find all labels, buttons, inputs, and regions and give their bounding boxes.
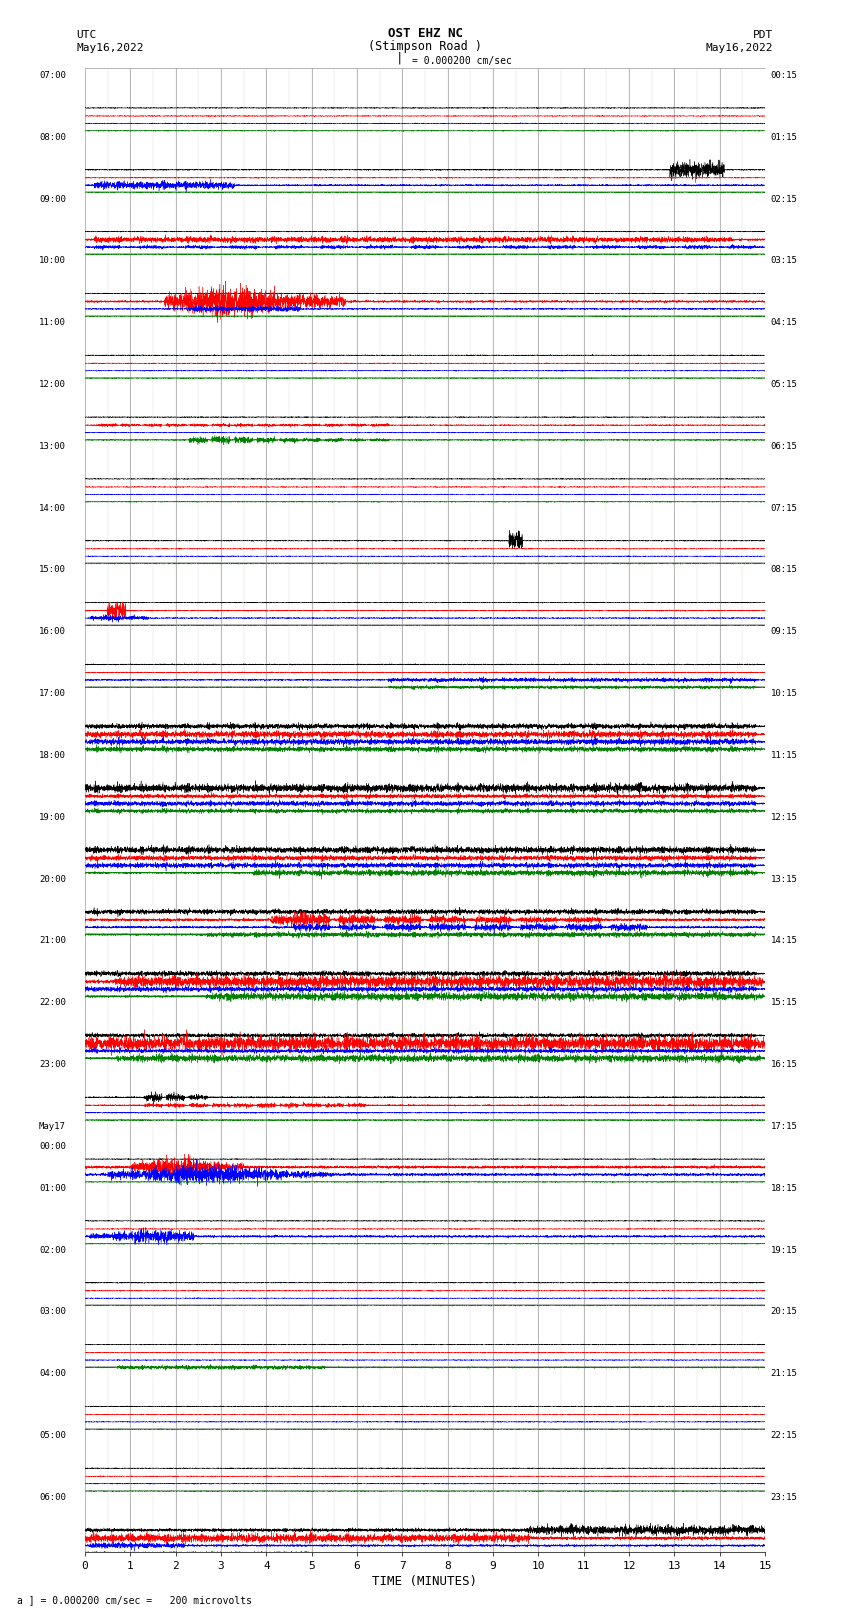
Text: 01:15: 01:15 — [770, 132, 797, 142]
Text: 00:00: 00:00 — [39, 1142, 66, 1152]
Text: 15:15: 15:15 — [770, 998, 797, 1007]
Text: 21:15: 21:15 — [770, 1369, 797, 1378]
Text: 23:15: 23:15 — [770, 1494, 797, 1502]
Text: 13:15: 13:15 — [770, 874, 797, 884]
Text: 14:15: 14:15 — [770, 937, 797, 945]
Text: UTC: UTC — [76, 31, 97, 40]
Text: 19:15: 19:15 — [770, 1245, 797, 1255]
Text: 18:15: 18:15 — [770, 1184, 797, 1192]
Text: 16:00: 16:00 — [39, 627, 66, 636]
Text: 08:00: 08:00 — [39, 132, 66, 142]
Text: 02:00: 02:00 — [39, 1245, 66, 1255]
Text: 08:15: 08:15 — [770, 566, 797, 574]
Text: 19:00: 19:00 — [39, 813, 66, 821]
Text: 16:15: 16:15 — [770, 1060, 797, 1069]
Text: 11:15: 11:15 — [770, 752, 797, 760]
Text: May16,2022: May16,2022 — [706, 44, 774, 53]
Text: 17:00: 17:00 — [39, 689, 66, 698]
Text: 01:00: 01:00 — [39, 1184, 66, 1192]
Text: 10:00: 10:00 — [39, 256, 66, 265]
Text: 09:00: 09:00 — [39, 195, 66, 203]
Text: 02:15: 02:15 — [770, 195, 797, 203]
Text: 06:00: 06:00 — [39, 1494, 66, 1502]
Text: 04:00: 04:00 — [39, 1369, 66, 1378]
Text: 22:00: 22:00 — [39, 998, 66, 1007]
Text: 12:15: 12:15 — [770, 813, 797, 821]
Text: 05:00: 05:00 — [39, 1431, 66, 1440]
X-axis label: TIME (MINUTES): TIME (MINUTES) — [372, 1574, 478, 1587]
Text: 20:15: 20:15 — [770, 1308, 797, 1316]
Text: 09:15: 09:15 — [770, 627, 797, 636]
Text: 21:00: 21:00 — [39, 937, 66, 945]
Text: 20:00: 20:00 — [39, 874, 66, 884]
Text: a ] = 0.000200 cm/sec =   200 microvolts: a ] = 0.000200 cm/sec = 200 microvolts — [17, 1595, 252, 1605]
Text: 23:00: 23:00 — [39, 1060, 66, 1069]
Text: PDT: PDT — [753, 31, 774, 40]
Text: 03:15: 03:15 — [770, 256, 797, 265]
Text: 17:15: 17:15 — [770, 1123, 797, 1131]
Text: 05:15: 05:15 — [770, 381, 797, 389]
Text: 12:00: 12:00 — [39, 381, 66, 389]
Text: 14:00: 14:00 — [39, 503, 66, 513]
Text: 03:00: 03:00 — [39, 1308, 66, 1316]
Text: May17: May17 — [39, 1123, 66, 1131]
Text: 07:00: 07:00 — [39, 71, 66, 79]
Text: 13:00: 13:00 — [39, 442, 66, 450]
Text: 11:00: 11:00 — [39, 318, 66, 327]
Text: 00:15: 00:15 — [770, 71, 797, 79]
Text: 06:15: 06:15 — [770, 442, 797, 450]
Text: = 0.000200 cm/sec: = 0.000200 cm/sec — [412, 56, 512, 66]
Text: |: | — [396, 52, 403, 65]
Text: 15:00: 15:00 — [39, 566, 66, 574]
Text: 04:15: 04:15 — [770, 318, 797, 327]
Text: 07:15: 07:15 — [770, 503, 797, 513]
Text: 22:15: 22:15 — [770, 1431, 797, 1440]
Text: (Stimpson Road ): (Stimpson Road ) — [368, 40, 482, 53]
Text: 18:00: 18:00 — [39, 752, 66, 760]
Text: 10:15: 10:15 — [770, 689, 797, 698]
Text: OST EHZ NC: OST EHZ NC — [388, 27, 462, 40]
Text: May16,2022: May16,2022 — [76, 44, 144, 53]
